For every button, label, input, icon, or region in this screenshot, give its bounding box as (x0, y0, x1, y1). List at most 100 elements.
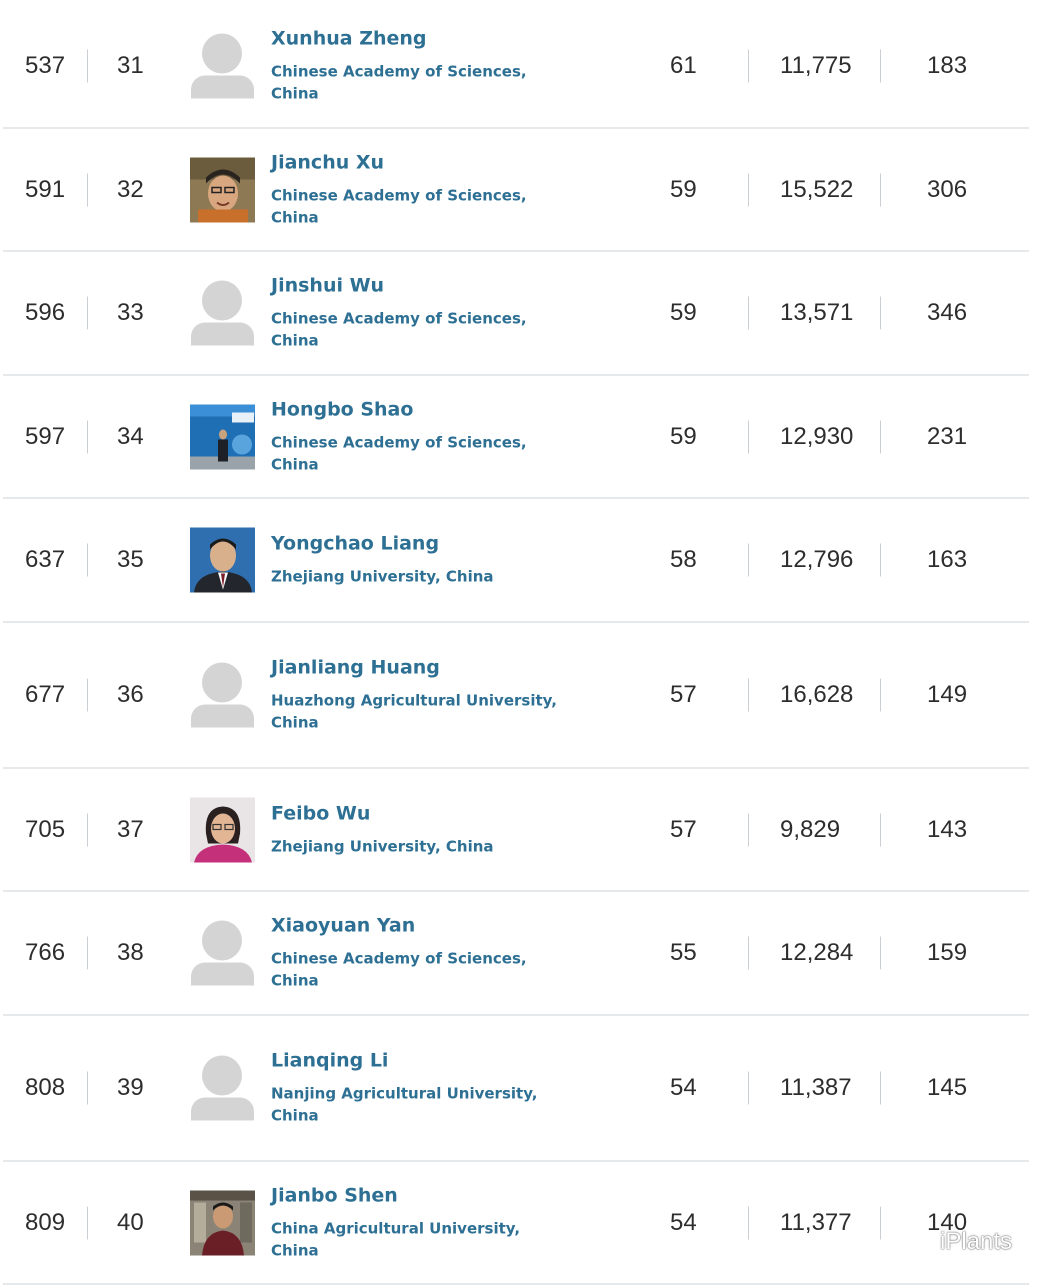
publications: 140 (927, 1208, 968, 1236)
column-divider (87, 173, 88, 206)
affiliation-link[interactable]: Nanjing Agricultural University, China (271, 1084, 538, 1125)
affiliation-link[interactable]: Chinese Academy of Sciences, China (271, 186, 527, 226)
table-row: 705 37 Feibo Wu Zhejiang University, China 5… (3, 769, 1029, 892)
national-rank: 37 (117, 815, 144, 843)
column-divider (748, 813, 749, 846)
affiliation-link[interactable]: China Agricultural University, China (271, 1219, 521, 1259)
column-divider (748, 1206, 749, 1239)
column-divider (748, 936, 749, 970)
table-row: 677 36 Jianliang Huang Huazhong Agricultura… (3, 623, 1029, 769)
column-divider (880, 936, 881, 970)
avatar-placeholder-icon (190, 662, 255, 728)
column-divider (87, 49, 88, 83)
h-index: 57 (670, 681, 697, 708)
affiliation-link[interactable]: Zhejiang University, China (271, 567, 494, 586)
national-rank: 39 (117, 1074, 144, 1101)
publications: 346 (927, 299, 968, 326)
scientist-name-link[interactable]: Feibo Wu (271, 802, 371, 824)
table-row: 637 35 Yongchao Liang Zhejiang University, … (3, 499, 1029, 623)
scientist-photo[interactable] (190, 157, 255, 222)
h-index: 54 (670, 1074, 697, 1101)
scientist-name-link[interactable]: Hongbo Shao (271, 398, 414, 420)
scientist-photo[interactable] (190, 280, 255, 346)
scientist-photo[interactable] (190, 920, 255, 986)
affiliation-link[interactable]: Chinese Academy of Sciences, China (271, 949, 527, 990)
column-divider (748, 1071, 749, 1105)
scientist-photo[interactable] (190, 1055, 255, 1121)
affiliation-link[interactable]: Chinese Academy of Sciences, China (271, 309, 527, 350)
scientist-name-link[interactable]: Xunhua Zheng (271, 27, 427, 50)
scientist-name-link[interactable]: Lianqing Li (271, 1049, 389, 1072)
publications: 149 (927, 681, 968, 708)
citations: 12,284 (780, 939, 854, 966)
column-divider (87, 936, 88, 970)
scientist-name-link[interactable]: Jianbo Shen (271, 1184, 398, 1206)
affiliation-link[interactable]: Huazhong Agricultural University, China (271, 691, 557, 732)
column-divider (87, 296, 88, 330)
affiliation-link[interactable]: Zhejiang University, China (271, 837, 494, 855)
publications: 163 (927, 546, 968, 573)
column-divider (87, 543, 88, 577)
woman-portrait-photo (190, 797, 255, 862)
avatar-placeholder-icon (190, 920, 255, 986)
column-divider (880, 678, 881, 712)
scientist-name-link[interactable]: Xiaoyuan Yan (271, 914, 416, 937)
national-rank: 36 (117, 681, 144, 708)
national-rank: 34 (117, 422, 144, 450)
column-divider (748, 678, 749, 712)
scientist-photo[interactable] (190, 527, 255, 593)
citations: 9,829 (780, 815, 841, 843)
man-smiling-photo (190, 157, 255, 222)
affiliation-link[interactable]: Chinese Academy of Sciences, China (271, 433, 527, 473)
scientist-info: Jianbo Shen China Agricultural University… (271, 1184, 571, 1261)
scientist-photo[interactable] (190, 404, 255, 469)
scientist-photo[interactable] (190, 33, 255, 99)
column-divider (87, 1206, 88, 1239)
publications: 231 (927, 422, 968, 450)
national-rank: 35 (117, 546, 144, 573)
watermark: iPlants (900, 1228, 1012, 1256)
avatar-placeholder-icon (190, 1055, 255, 1121)
column-divider (880, 296, 881, 330)
scientist-info: Jianchu Xu Chinese Academy of Sciences, C… (271, 151, 571, 228)
citations: 11,387 (780, 1074, 852, 1101)
world-rank: 591 (25, 175, 66, 203)
wechat-icon (901, 1229, 933, 1254)
citations: 12,796 (780, 546, 854, 573)
publications: 145 (927, 1074, 968, 1101)
national-rank: 31 (117, 52, 144, 79)
citations: 11,377 (780, 1208, 852, 1236)
column-divider (87, 678, 88, 712)
world-rank: 809 (25, 1208, 66, 1236)
scientist-name-link[interactable]: Yongchao Liang (271, 532, 440, 555)
scientist-name-link[interactable]: Jinshui Wu (271, 274, 385, 297)
scientist-name-link[interactable]: Jianchu Xu (271, 151, 385, 173)
scientist-info: Yongchao Liang Zhejiang University, China (271, 533, 571, 588)
world-rank: 596 (25, 299, 66, 326)
scientist-info: Feibo Wu Zhejiang University, China (271, 802, 571, 857)
column-divider (880, 813, 881, 846)
world-rank: 705 (25, 815, 66, 843)
h-index: 55 (670, 939, 697, 966)
table-row: 537 31 Xunhua Zheng Chinese Academy of Scie… (3, 5, 1029, 129)
affiliation-link[interactable]: Chinese Academy of Sciences, China (271, 62, 527, 103)
column-divider (748, 173, 749, 206)
national-rank: 38 (117, 939, 144, 966)
column-divider (880, 1071, 881, 1105)
scientist-photo[interactable] (190, 1190, 255, 1255)
citations: 13,571 (780, 299, 854, 326)
h-index: 61 (670, 52, 697, 79)
scientist-info: Lianqing Li Nanjing Agricultural Universi… (271, 1050, 571, 1127)
scientist-info: Xiaoyuan Yan Chinese Academy of Sciences,… (271, 915, 571, 992)
table-row: 597 34 Hongbo Shao Chinese Academy of Scien… (3, 376, 1029, 499)
world-rank: 637 (25, 546, 66, 573)
citations: 12,930 (780, 422, 854, 450)
national-rank: 40 (117, 1208, 144, 1236)
column-divider (748, 543, 749, 577)
scientist-photo[interactable] (190, 797, 255, 862)
scientist-photo[interactable] (190, 662, 255, 728)
table-row: 591 32 Jianchu Xu Chinese Academy of Scienc… (3, 129, 1029, 252)
scientist-info: Jinshui Wu Chinese Academy of Sciences, C… (271, 275, 571, 352)
scientist-name-link[interactable]: Jianliang Huang (271, 656, 440, 679)
h-index: 59 (670, 422, 697, 450)
